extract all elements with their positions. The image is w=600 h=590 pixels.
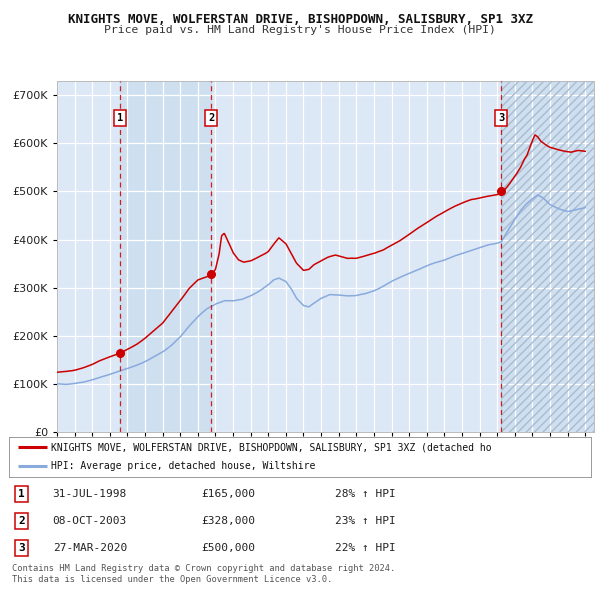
Text: HPI: Average price, detached house, Wiltshire: HPI: Average price, detached house, Wilt… <box>51 461 315 471</box>
Text: £165,000: £165,000 <box>201 489 255 499</box>
Text: 2: 2 <box>19 516 25 526</box>
Text: £500,000: £500,000 <box>201 543 255 553</box>
Text: 2: 2 <box>208 113 215 123</box>
Text: This data is licensed under the Open Government Licence v3.0.: This data is licensed under the Open Gov… <box>12 575 332 584</box>
Bar <box>120 81 211 432</box>
Text: 22% ↑ HPI: 22% ↑ HPI <box>335 543 395 553</box>
Text: KNIGHTS MOVE, WOLFERSTAN DRIVE, BISHOPDOWN, SALISBURY, SP1 3XZ: KNIGHTS MOVE, WOLFERSTAN DRIVE, BISHOPDO… <box>67 13 533 26</box>
Text: 28% ↑ HPI: 28% ↑ HPI <box>335 489 395 499</box>
Text: £328,000: £328,000 <box>201 516 255 526</box>
Text: 23% ↑ HPI: 23% ↑ HPI <box>335 516 395 526</box>
Text: 3: 3 <box>19 543 25 553</box>
Text: KNIGHTS MOVE, WOLFERSTAN DRIVE, BISHOPDOWN, SALISBURY, SP1 3XZ (detached ho: KNIGHTS MOVE, WOLFERSTAN DRIVE, BISHOPDO… <box>51 442 491 453</box>
Text: Price paid vs. HM Land Registry's House Price Index (HPI): Price paid vs. HM Land Registry's House … <box>104 25 496 35</box>
Text: Contains HM Land Registry data © Crown copyright and database right 2024.: Contains HM Land Registry data © Crown c… <box>12 564 395 573</box>
Text: 08-OCT-2003: 08-OCT-2003 <box>53 516 127 526</box>
Text: 1: 1 <box>19 489 25 499</box>
Text: 27-MAR-2020: 27-MAR-2020 <box>53 543 127 553</box>
Text: 31-JUL-1998: 31-JUL-1998 <box>53 489 127 499</box>
Text: 1: 1 <box>117 113 123 123</box>
Text: 3: 3 <box>498 113 505 123</box>
Bar <box>501 81 594 432</box>
